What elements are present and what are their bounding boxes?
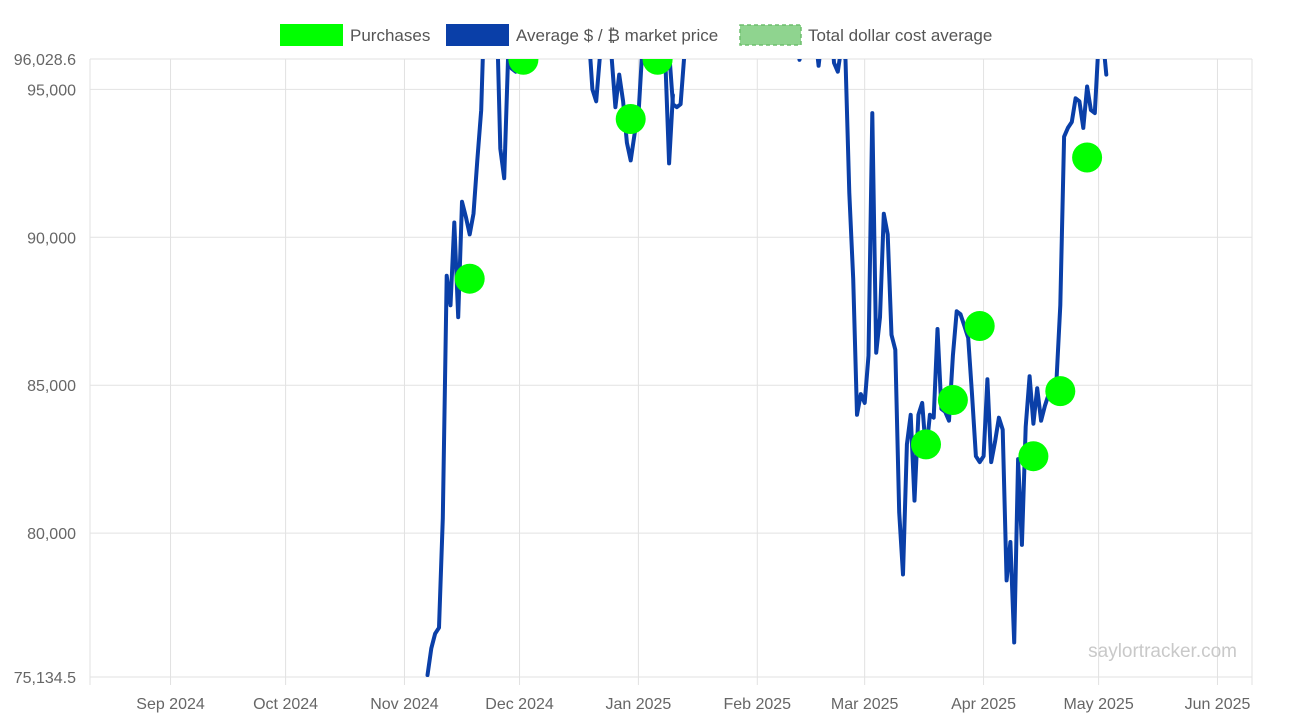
y-tick-label: 80,000 <box>27 526 76 543</box>
legend-item-total-dca[interactable]: Total dollar cost average <box>739 24 992 46</box>
legend-label-total-dca: Total dollar cost average <box>808 26 992 45</box>
x-tick-label: Sep 2024 <box>136 696 205 713</box>
y-tick-label: 75,134.5 <box>14 670 76 687</box>
series-layer <box>425 59 1109 677</box>
market-price-line <box>425 59 1109 677</box>
x-tick-label: Oct 2024 <box>253 696 318 713</box>
legend-item-market-price[interactable]: Average $ / ₿ market price <box>446 24 718 46</box>
purchase-point[interactable] <box>508 45 539 75</box>
purchase-points <box>454 45 1103 472</box>
grid <box>89 58 1253 685</box>
legend: Purchases Average $ / ₿ market price Tot… <box>280 24 992 46</box>
y-axis: 96,028.6 95,000 90,000 85,000 80,000 75,134.5 <box>14 52 76 687</box>
x-tick-label: Jan 2025 <box>605 696 671 713</box>
y-tick-label: 85,000 <box>27 378 76 395</box>
x-tick-label: May 2025 <box>1063 696 1133 713</box>
x-axis: Sep 2024 Oct 2024 Nov 2024 Dec 2024 Jan 2025… <box>136 696 1250 713</box>
y-tick-label: 95,000 <box>27 82 76 99</box>
purchase-point[interactable] <box>937 385 968 415</box>
legend-swatch-market-price <box>446 24 509 46</box>
purchase-point[interactable] <box>1045 376 1076 407</box>
purchase-point[interactable] <box>642 45 673 75</box>
purchase-point[interactable] <box>1072 142 1103 173</box>
market-price-line-segment <box>528 59 675 166</box>
legend-swatch-total-dca <box>739 24 802 46</box>
x-tick-label: Dec 2024 <box>485 696 554 713</box>
purchase-point[interactable] <box>1018 441 1049 472</box>
watermark: saylortracker.com <box>1088 641 1237 662</box>
y-tick-label: 96,028.6 <box>14 52 76 69</box>
x-tick-label: Feb 2025 <box>723 696 791 713</box>
purchase-point[interactable] <box>964 311 995 341</box>
legend-item-purchases[interactable]: Purchases <box>280 24 430 46</box>
legend-swatch-purchases <box>280 24 343 46</box>
x-tick-label: Mar 2025 <box>831 696 899 713</box>
x-tick-label: Jun 2025 <box>1185 696 1251 713</box>
legend-label-purchases: Purchases <box>350 26 430 45</box>
purchase-point[interactable] <box>911 429 941 460</box>
purchase-point[interactable] <box>615 104 646 134</box>
purchase-point[interactable] <box>454 263 485 294</box>
x-tick-label: Nov 2024 <box>370 696 439 713</box>
legend-label-market-price: Average $ / ₿ market price <box>516 26 718 45</box>
x-tick-label: Apr 2025 <box>951 696 1016 713</box>
y-tick-label: 90,000 <box>27 230 76 247</box>
